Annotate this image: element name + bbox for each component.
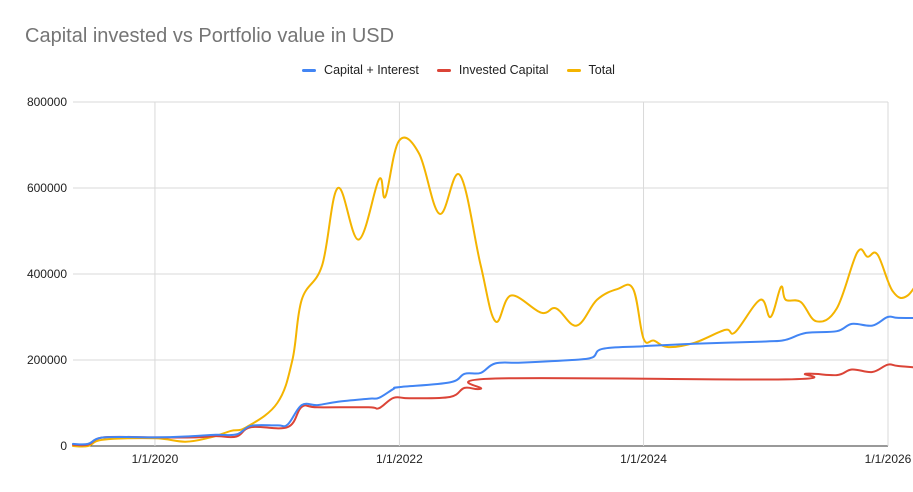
legend: Capital + Interest Invested Capital Tota… <box>0 63 913 77</box>
chart-title: Capital invested vs Portfolio value in U… <box>25 25 395 47</box>
x-tick-label: 1/1/2024 <box>620 452 667 466</box>
x-tick-label: 1/1/2022 <box>376 452 423 466</box>
legend-label-total: Total <box>588 63 615 77</box>
series-line-capital-interest <box>72 315 913 446</box>
x-tick-label: 1/1/2026 <box>865 452 912 466</box>
legend-swatch-total <box>566 68 581 72</box>
legend-swatch-invested-capital <box>436 68 451 72</box>
y-tick-label: 600000 <box>27 181 67 195</box>
legend-label-invested-capital: Invested Capital <box>458 63 549 77</box>
y-tick-label: 400000 <box>27 267 67 281</box>
legend-item-capital-interest[interactable]: Capital + Interest <box>298 63 419 77</box>
series-line-total <box>72 136 913 448</box>
series-line-invested-capital <box>72 363 913 447</box>
legend-label-capital-interest: Capital + Interest <box>324 63 419 77</box>
y-tick-label: 800000 <box>27 95 67 109</box>
y-tick-label: 0 <box>60 439 67 453</box>
legend-swatch-capital-interest <box>302 68 317 72</box>
legend-item-total[interactable]: Total <box>563 63 615 77</box>
legend-item-invested-capital[interactable]: Invested Capital <box>433 63 549 77</box>
x-tick-label: 1/1/2020 <box>132 452 179 466</box>
y-tick-label: 200000 <box>27 353 67 367</box>
